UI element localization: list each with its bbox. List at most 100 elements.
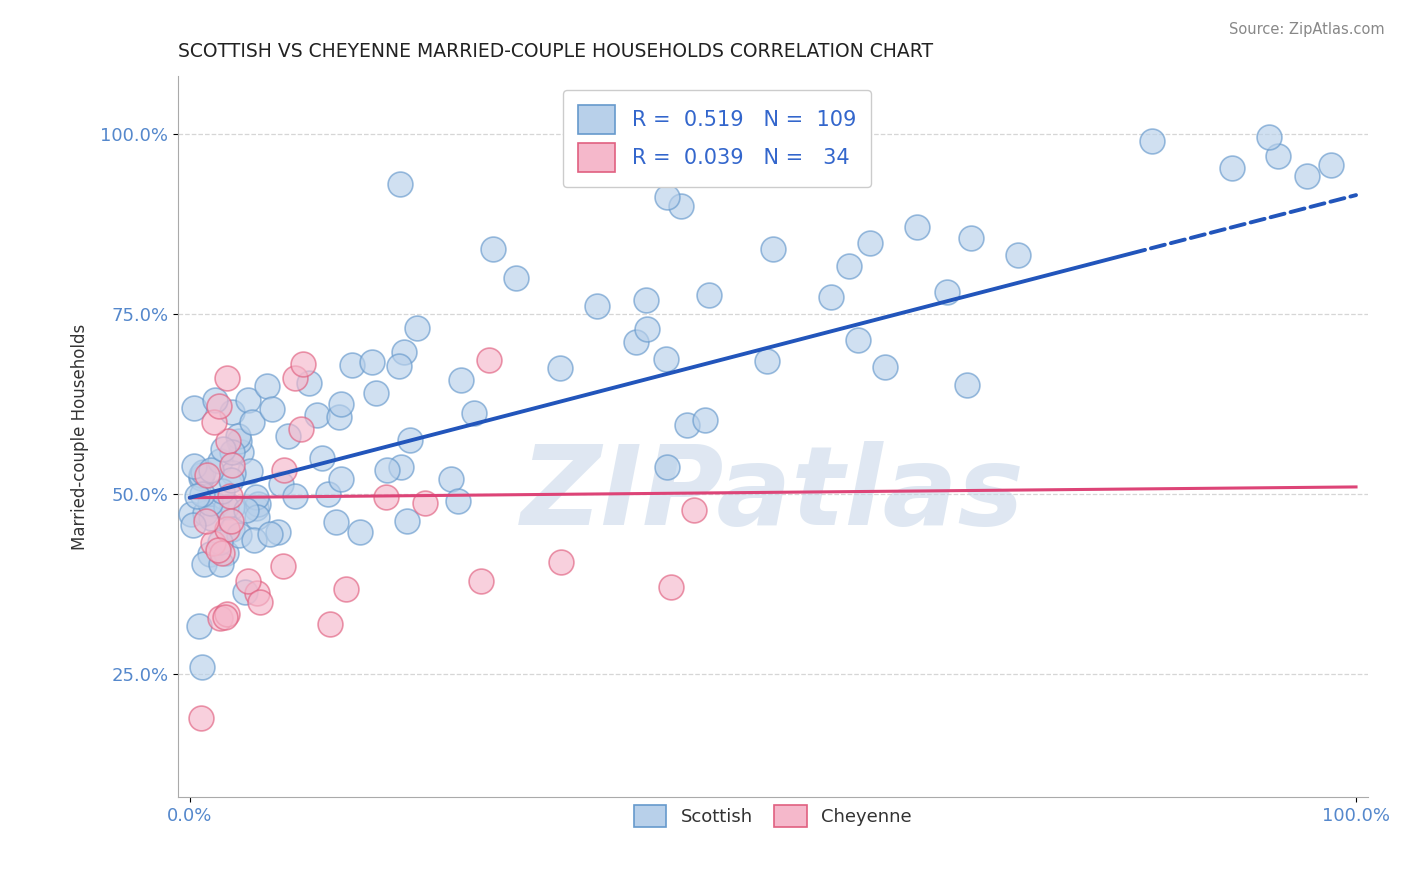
Point	[392, 345, 415, 359]
Point	[697, 288, 720, 302]
Point	[190, 710, 212, 724]
Point	[1220, 161, 1243, 176]
Point	[188, 619, 211, 633]
Point	[240, 415, 263, 429]
Point	[440, 471, 463, 485]
Point	[219, 489, 242, 503]
Point	[190, 467, 212, 482]
Point	[762, 242, 785, 256]
Point	[202, 536, 225, 550]
Point	[228, 528, 250, 542]
Point	[235, 503, 257, 517]
Point	[1258, 130, 1281, 145]
Point	[208, 453, 231, 467]
Point	[669, 199, 692, 213]
Point	[183, 458, 205, 473]
Point	[190, 487, 212, 501]
Point	[215, 523, 238, 537]
Point	[1296, 169, 1319, 183]
Point	[505, 271, 527, 285]
Point	[328, 410, 350, 425]
Point	[636, 322, 658, 336]
Point	[246, 497, 269, 511]
Point	[228, 434, 250, 449]
Point	[181, 518, 204, 533]
Point	[388, 359, 411, 374]
Point	[226, 428, 249, 442]
Point	[190, 471, 212, 485]
Point	[960, 231, 983, 245]
Point	[236, 574, 259, 588]
Point	[335, 582, 357, 596]
Point	[325, 515, 347, 529]
Point	[200, 511, 222, 525]
Point	[243, 533, 266, 548]
Point	[221, 466, 243, 480]
Point	[217, 434, 239, 449]
Point	[550, 554, 572, 568]
Point	[198, 547, 221, 561]
Legend: Scottish, Cheyenne: Scottish, Cheyenne	[627, 798, 920, 835]
Point	[229, 445, 252, 459]
Point	[655, 460, 678, 475]
Point	[245, 585, 267, 599]
Point	[405, 321, 427, 335]
Point	[659, 580, 682, 594]
Point	[194, 514, 217, 528]
Point	[905, 219, 928, 234]
Point	[399, 433, 422, 447]
Point	[236, 392, 259, 407]
Point	[291, 357, 314, 371]
Point	[256, 379, 278, 393]
Point	[215, 500, 238, 514]
Point	[364, 385, 387, 400]
Point	[211, 483, 233, 498]
Point	[395, 514, 418, 528]
Point	[271, 559, 294, 574]
Point	[198, 496, 221, 510]
Text: ZIPatlas: ZIPatlas	[522, 441, 1025, 548]
Point	[636, 293, 658, 308]
Point	[318, 616, 340, 631]
Point	[249, 595, 271, 609]
Point	[675, 417, 697, 432]
Point	[683, 503, 706, 517]
Point	[463, 406, 485, 420]
Point	[183, 401, 205, 415]
Point	[267, 524, 290, 539]
Point	[260, 401, 283, 416]
Point	[273, 463, 295, 477]
Point	[305, 408, 328, 422]
Point	[207, 399, 229, 413]
Point	[655, 189, 678, 203]
Point	[298, 376, 321, 390]
Point	[195, 467, 218, 482]
Point	[205, 498, 228, 512]
Text: SCOTTISH VS CHEYENNE MARRIED-COUPLE HOUSEHOLDS CORRELATION CHART: SCOTTISH VS CHEYENNE MARRIED-COUPLE HOUS…	[179, 42, 934, 61]
Point	[1267, 149, 1289, 163]
Point	[270, 477, 292, 491]
Point	[548, 360, 571, 375]
Point	[221, 458, 243, 473]
Point	[820, 289, 842, 303]
Point	[361, 355, 384, 369]
Point	[956, 378, 979, 392]
Point	[1007, 248, 1029, 262]
Point	[859, 235, 882, 250]
Point	[186, 490, 208, 504]
Point	[388, 178, 411, 192]
Point	[233, 585, 256, 599]
Point	[290, 421, 312, 435]
Point	[211, 442, 233, 456]
Point	[755, 354, 778, 368]
Point	[329, 396, 352, 410]
Point	[316, 487, 339, 501]
Text: Source: ZipAtlas.com: Source: ZipAtlas.com	[1229, 22, 1385, 37]
Point	[221, 445, 243, 459]
Point	[209, 558, 232, 572]
Point	[221, 405, 243, 419]
Point	[693, 413, 716, 427]
Point	[246, 510, 269, 524]
Point	[259, 527, 281, 541]
Point	[200, 463, 222, 477]
